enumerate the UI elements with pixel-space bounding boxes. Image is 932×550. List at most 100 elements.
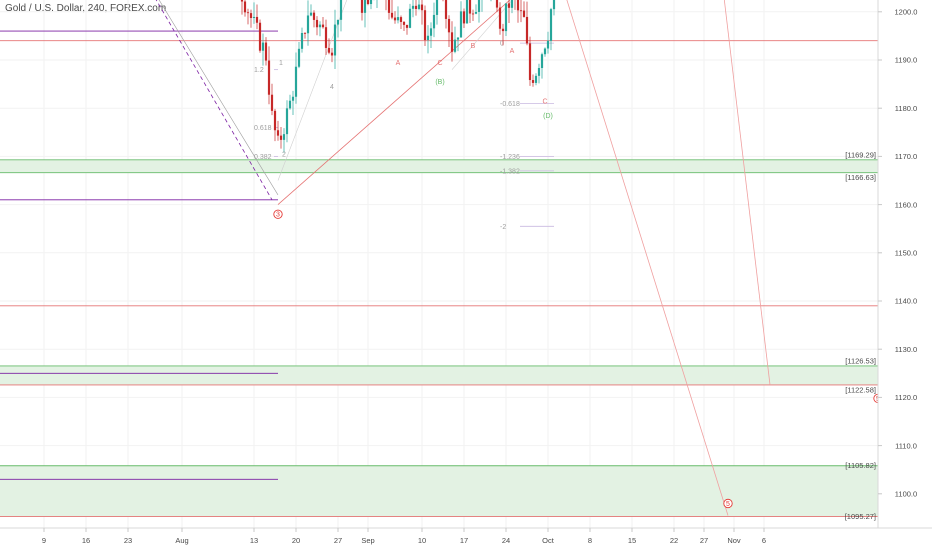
candle-body <box>240 0 244 2</box>
fib-label: -1.236 <box>500 154 520 161</box>
candle-body <box>447 18 451 33</box>
candle-body <box>414 5 418 9</box>
wave-label: 4 <box>330 84 334 91</box>
x-tick-label: 17 <box>460 536 468 545</box>
candle-body <box>459 11 463 38</box>
y-tick-label: 1190.0 <box>895 56 917 65</box>
x-tick-label: 16 <box>82 536 90 545</box>
trend-line <box>566 0 729 516</box>
candle-body <box>549 9 553 41</box>
trend-layer <box>155 0 771 516</box>
fib-label: 0.618 <box>254 125 272 132</box>
candle-body <box>399 17 403 22</box>
candle-body <box>312 12 316 20</box>
candle-body <box>243 1 247 13</box>
y-axis-bg <box>878 0 932 550</box>
x-tick-label: 20 <box>292 536 300 545</box>
candle-body <box>507 3 511 8</box>
candle-body <box>462 11 466 24</box>
candle-body <box>369 0 373 5</box>
candle-body <box>552 0 556 10</box>
candle-body <box>498 7 502 29</box>
candle-layer <box>240 0 556 153</box>
candle-body <box>540 54 544 69</box>
price-tag: [1126.53] <box>845 356 876 365</box>
fib-label: 0.382 <box>254 154 272 161</box>
candle-body <box>543 48 547 55</box>
candle-body <box>387 0 391 13</box>
candle-body <box>336 19 340 25</box>
candle-body <box>405 24 409 28</box>
candle-body <box>264 42 268 61</box>
candle-body <box>366 0 370 5</box>
candle-body <box>306 15 310 34</box>
candle-body <box>360 0 364 13</box>
candle-body <box>315 19 319 28</box>
candle-body <box>528 43 532 81</box>
candle-body <box>249 13 253 19</box>
price-zone <box>0 159 878 173</box>
candle-body <box>408 8 412 28</box>
x-tick-label: Sep <box>361 536 374 545</box>
candle-body <box>339 0 343 20</box>
y-tick-label: 1110.0 <box>895 441 917 450</box>
trend-line <box>158 0 279 196</box>
fib-label: -2 <box>500 224 506 231</box>
wave-label: (D) <box>543 113 553 120</box>
candle-body <box>504 3 508 32</box>
candle-body <box>393 17 397 21</box>
candle-body <box>273 110 277 131</box>
y-tick-label: 1120.0 <box>895 393 917 402</box>
candle-body <box>465 0 469 24</box>
x-axis[interactable]: 9 16 23 Aug 13 20 27 Sep 10 17 24 Oct 8 15 22 27 Nov 6 <box>0 527 932 550</box>
candle-body <box>453 39 457 52</box>
candle-body <box>534 75 538 83</box>
candle-body <box>279 135 283 140</box>
candle-body <box>468 0 472 14</box>
candle-body <box>252 16 256 19</box>
candle-body <box>546 40 550 49</box>
price-tag: [1166.63] <box>845 173 876 182</box>
candle-body <box>516 0 520 11</box>
candle-body <box>420 4 424 11</box>
candle-body <box>321 24 325 28</box>
fib-layer: 1.23610.6180-0.618-1.236-1.382-22.61821.… <box>254 41 554 231</box>
candle-body <box>318 24 322 28</box>
y-tick-label: 1160.0 <box>895 200 917 209</box>
candle-body <box>258 22 262 51</box>
x-tick-label: 24 <box>502 536 510 545</box>
y-tick-label: 1150.0 <box>895 249 917 258</box>
wave-label: 1 <box>279 60 283 67</box>
trend-line <box>277 0 348 181</box>
y-axis[interactable]: 1100.0 1110.0 1120.0 1130.0 1140.0 1150.0 1160… <box>877 0 932 550</box>
x-tick-label: Oct <box>542 536 555 545</box>
x-tick-label: 6 <box>762 536 766 545</box>
candle-body <box>330 52 334 56</box>
candle-body <box>531 80 535 83</box>
price-tag: [1122.58] <box>845 385 876 394</box>
price-zone <box>0 365 878 385</box>
candle-body <box>417 4 421 9</box>
candle-body <box>288 100 292 109</box>
x-tick-label: 13 <box>250 536 258 545</box>
candle-body <box>300 32 304 49</box>
x-tick-label: 27 <box>700 536 708 545</box>
zone-layer <box>0 159 878 517</box>
candle-body <box>450 32 454 52</box>
x-tick-label: 15 <box>628 536 636 545</box>
candle-body <box>303 32 307 34</box>
y-tick-label: 1180.0 <box>895 104 917 113</box>
candle-body <box>327 47 331 53</box>
wave-label-layer: 34455(A)(B)(C)(D)(E)ABCBABC12345 <box>273 43 883 509</box>
wave-label: 3 <box>276 212 280 219</box>
price-tag-layer: [1237.84][1234.74][1213.36][1210.70][116… <box>845 150 876 521</box>
x-tick-label: 9 <box>42 536 46 545</box>
candle-body <box>276 130 280 136</box>
candle-body <box>456 37 460 40</box>
candle-body <box>396 17 400 21</box>
candle-body <box>537 68 541 76</box>
candle-body <box>495 0 499 8</box>
y-tick-label: 1140.0 <box>895 297 917 306</box>
candle-body <box>324 27 328 48</box>
